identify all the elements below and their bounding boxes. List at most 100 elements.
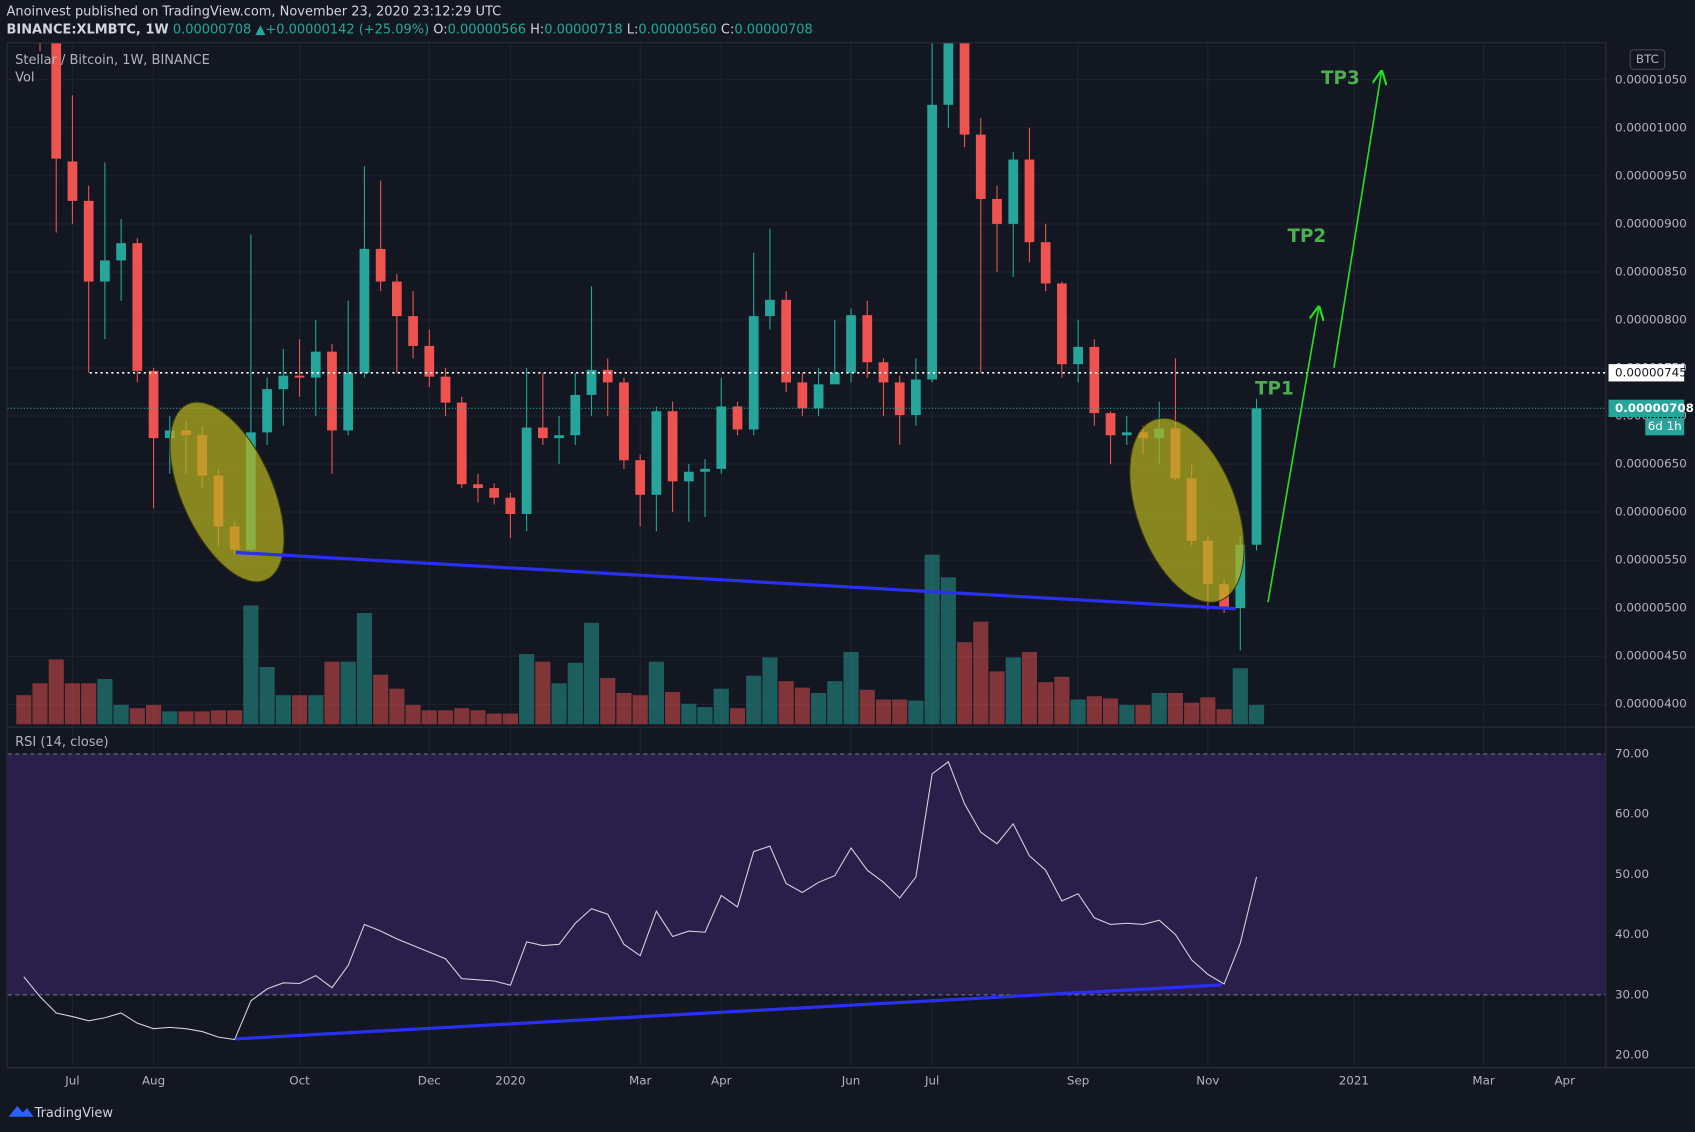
volume-bar — [81, 683, 97, 725]
volume-bar — [1184, 702, 1200, 725]
x-tick-label: Apr — [1554, 1074, 1575, 1088]
x-tick-label: Dec — [418, 1074, 441, 1088]
x-tick-label: Jul — [924, 1074, 939, 1088]
candle-body — [781, 299, 792, 383]
candle-body — [343, 372, 354, 431]
volume-bar — [681, 703, 697, 725]
candle-body — [813, 384, 824, 409]
volume-bar — [665, 691, 681, 725]
quote-value: 0.00000708 — [173, 22, 251, 37]
x-tick-label: Sep — [1067, 1074, 1089, 1088]
volume-bar — [502, 713, 518, 725]
volume-bar — [778, 681, 794, 725]
volume-bar — [989, 671, 1005, 725]
candle-body — [651, 411, 662, 495]
y-tick-label: 0.00000500 — [1615, 601, 1687, 615]
volume-bar — [762, 657, 778, 725]
volume-title: Vol — [15, 70, 34, 85]
candle-body — [408, 316, 418, 346]
volume-bar — [1021, 651, 1038, 725]
volume-bar — [1135, 704, 1151, 725]
candle-body — [1024, 159, 1035, 243]
candle-body — [327, 351, 337, 431]
volume-bar — [405, 704, 421, 725]
candle-body — [310, 351, 321, 378]
x-tick-label: Nov — [1196, 1074, 1219, 1088]
tp-label: TP1 — [1255, 378, 1294, 399]
quote-label: O: — [433, 22, 447, 37]
y-tick-label: 0.00000950 — [1615, 168, 1687, 182]
volume-bar — [1119, 704, 1135, 725]
x-tick-label: Jun — [841, 1074, 861, 1088]
highlight-ellipse — [169, 401, 285, 583]
volume-bar — [957, 642, 973, 725]
candle-body — [1121, 432, 1132, 436]
volume-bar — [875, 699, 892, 725]
chart-title: Stellar / Bitcoin, 1W, BINANCE — [15, 53, 210, 68]
candle-body — [359, 248, 370, 373]
volume-bar — [1102, 698, 1119, 725]
volume-bar — [908, 700, 924, 725]
candle-body — [1008, 159, 1019, 224]
y-tick-label: 0.00000400 — [1615, 697, 1687, 711]
candle-body — [67, 161, 78, 201]
volume-bar — [32, 683, 48, 725]
quote-label: C: — [721, 22, 734, 37]
candle-body — [586, 369, 597, 395]
candle-body — [473, 484, 483, 489]
volume-bar — [632, 695, 648, 725]
candle-body — [132, 243, 143, 371]
x-tick-label: Jul — [64, 1074, 79, 1088]
volume-bar — [1248, 704, 1265, 725]
quote-value: 0.00000718 — [544, 22, 622, 37]
candle-body — [667, 411, 678, 482]
volume-bar — [713, 688, 729, 725]
volume-bar — [178, 711, 194, 725]
volume-bar — [243, 605, 259, 725]
candle-body — [570, 394, 581, 436]
volume-bar — [567, 662, 583, 725]
y-tick-label: 0.00000600 — [1615, 505, 1687, 519]
volume-bar — [519, 654, 535, 725]
volume-bar — [1070, 699, 1086, 725]
volume-bar — [340, 661, 356, 725]
symbol: BINANCE:XLMBTC, 1W — [6, 22, 168, 37]
x-tick-label: Mar — [629, 1074, 652, 1088]
y-tick-label: 0.00000900 — [1615, 216, 1687, 230]
candle-body — [164, 430, 175, 439]
volume-bar — [97, 678, 113, 725]
volume-bar — [113, 704, 129, 725]
candle-body — [683, 471, 694, 482]
candle-body — [765, 299, 775, 317]
y-tick-label: 30.00 — [1615, 987, 1649, 1001]
x-tick-label: Oct — [289, 1074, 310, 1088]
volume-bar — [227, 710, 243, 725]
volume-bar — [1216, 709, 1232, 725]
volume-bar — [583, 622, 600, 725]
candle-body — [829, 372, 840, 385]
support-trendline — [235, 550, 1236, 611]
quote-value: 0.00000708 — [734, 22, 812, 37]
highlight-ellipse — [1129, 417, 1245, 603]
candle-body — [537, 427, 548, 439]
target-arrow — [1333, 71, 1382, 368]
candle-body — [943, 43, 954, 105]
volume-bar — [811, 693, 827, 725]
x-tick-label: Apr — [711, 1074, 732, 1088]
candle-body — [846, 315, 856, 373]
volume-bar — [275, 695, 291, 725]
candle-body — [894, 382, 905, 416]
volume-bar — [454, 708, 470, 725]
volume-bar — [794, 687, 810, 725]
y-tick-label: 0.00000550 — [1615, 553, 1687, 567]
candle-body — [1040, 242, 1051, 284]
candle-body — [911, 379, 921, 416]
volume-bar — [859, 689, 875, 725]
quote-label: H: — [530, 22, 544, 37]
volume-bar — [486, 713, 502, 725]
volume-bar — [973, 621, 989, 725]
volume-bar — [616, 693, 632, 725]
candle-body — [797, 382, 808, 409]
last-price-box — [1608, 399, 1685, 417]
candle-body — [83, 200, 94, 282]
